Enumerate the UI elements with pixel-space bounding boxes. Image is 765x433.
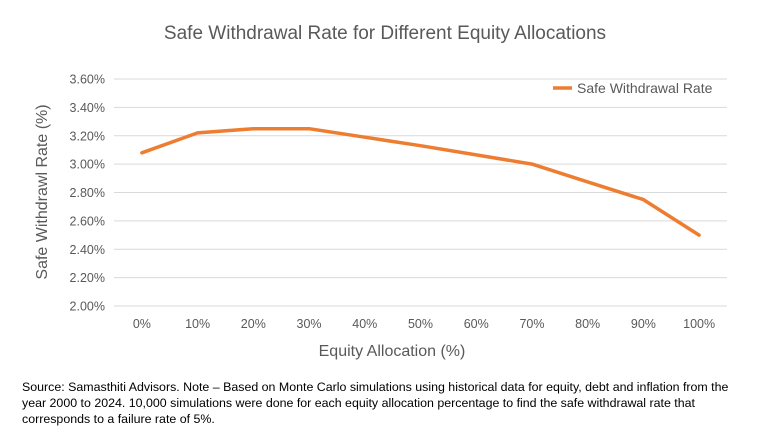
y-tick-label: 2.20% xyxy=(70,271,105,285)
x-tick-label: 20% xyxy=(241,317,266,331)
x-tick-label: 50% xyxy=(408,317,433,331)
chart-title: Safe Withdrawal Rate for Different Equit… xyxy=(164,23,606,44)
y-tick-label: 3.00% xyxy=(70,158,105,172)
series-layer xyxy=(140,126,701,237)
source-note: Source: Samasthiti Advisors. Note – Base… xyxy=(22,380,729,426)
y-tick-label: 2.60% xyxy=(70,214,105,228)
x-tick-label: 40% xyxy=(352,317,377,331)
x-axis-ticks: 0% 10% 20% 30% 40% 50% 60% 70% 80% 90% 100% xyxy=(133,317,715,331)
x-tick-label: 10% xyxy=(185,317,210,331)
y-axis-label: Safe Withdrawl Rate (%) xyxy=(34,104,51,279)
x-tick-label: 70% xyxy=(519,317,544,331)
gridlines xyxy=(114,78,727,307)
y-tick-label: 2.40% xyxy=(70,243,105,257)
x-tick-label: 60% xyxy=(464,317,489,331)
legend: Safe Withdrawal Rate xyxy=(553,80,713,96)
y-tick-label: 3.60% xyxy=(70,73,105,87)
y-axis-ticks: 2.00% 2.20% 2.40% 2.60% 2.80% 3.00% 3.20% 3.40%… xyxy=(70,73,105,314)
y-tick-label: 2.00% xyxy=(70,300,105,314)
x-tick-label: 80% xyxy=(575,317,600,331)
series-line xyxy=(140,126,701,237)
x-tick-label: 100% xyxy=(683,317,715,331)
legend-label: Safe Withdrawal Rate xyxy=(577,80,713,96)
x-axis-label: Equity Allocation (%) xyxy=(319,343,466,360)
x-tick-label: 90% xyxy=(631,317,656,331)
x-tick-label: 30% xyxy=(297,317,322,331)
y-tick-label: 3.40% xyxy=(70,101,105,115)
line-chart: Safe Withdrawal Rate for Different Equit… xyxy=(34,23,727,360)
y-tick-label: 3.20% xyxy=(70,129,105,143)
y-tick-label: 2.80% xyxy=(70,186,105,200)
x-tick-label: 0% xyxy=(133,317,151,331)
